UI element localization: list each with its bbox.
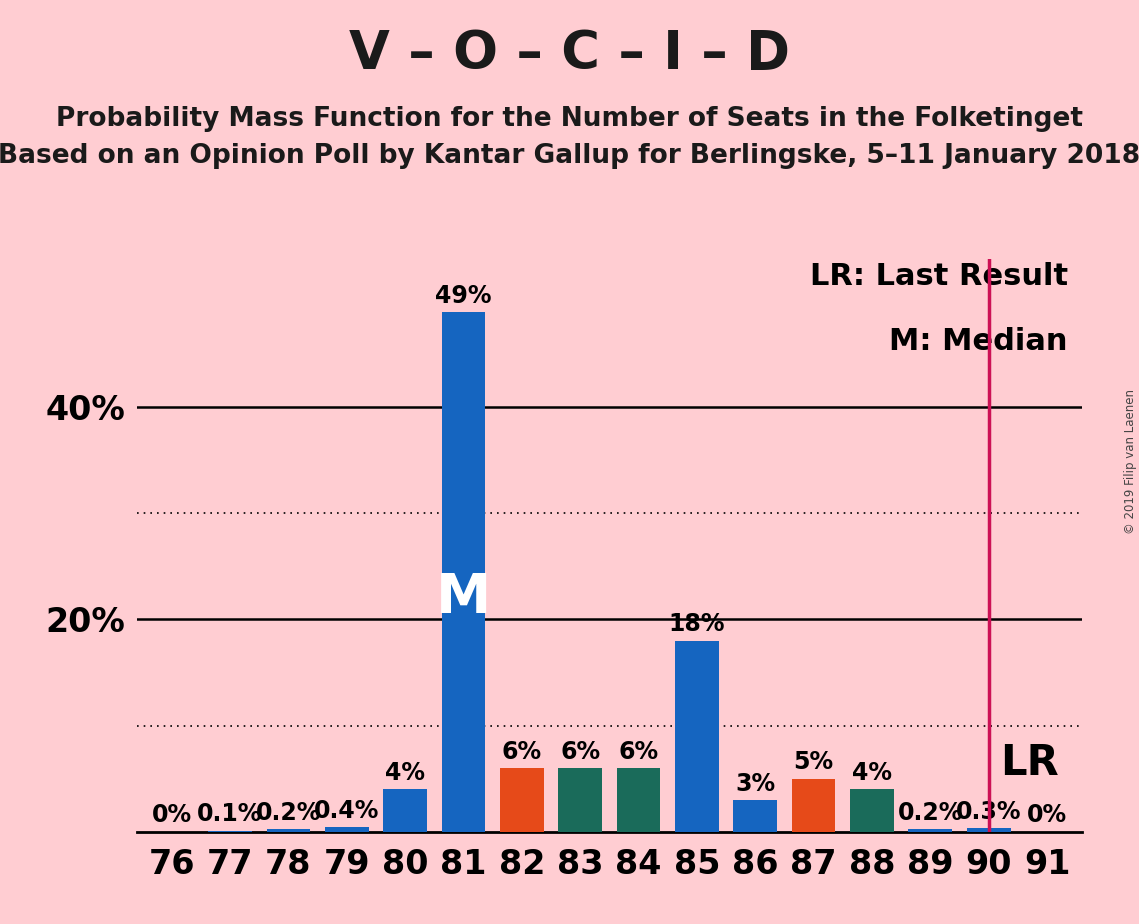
Text: V – O – C – I – D: V – O – C – I – D	[349, 28, 790, 79]
Bar	[325, 827, 369, 832]
Bar	[442, 311, 485, 832]
Text: 3%: 3%	[735, 772, 776, 796]
Text: 5%: 5%	[794, 750, 834, 774]
Text: 0.2%: 0.2%	[898, 801, 962, 825]
Text: 0.3%: 0.3%	[956, 800, 1022, 824]
Text: 0.4%: 0.4%	[314, 799, 379, 823]
Text: 0%: 0%	[1027, 803, 1067, 827]
Text: M: Median: M: Median	[890, 327, 1068, 357]
Text: M: M	[436, 571, 491, 625]
Text: 0.1%: 0.1%	[197, 802, 263, 826]
Bar	[383, 789, 427, 832]
Text: © 2019 Filip van Laenen: © 2019 Filip van Laenen	[1124, 390, 1137, 534]
Text: LR: Last Result: LR: Last Result	[810, 261, 1068, 290]
Text: Based on an Opinion Poll by Kantar Gallup for Berlingske, 5–11 January 2018: Based on an Opinion Poll by Kantar Gallu…	[0, 143, 1139, 169]
Bar	[967, 829, 1010, 832]
Bar	[558, 768, 603, 832]
Bar	[792, 779, 836, 832]
Text: 0.2%: 0.2%	[256, 801, 321, 825]
Text: Probability Mass Function for the Number of Seats in the Folketinget: Probability Mass Function for the Number…	[56, 106, 1083, 132]
Bar	[675, 640, 719, 832]
Text: 0%: 0%	[151, 803, 191, 827]
Bar	[850, 789, 894, 832]
Bar	[500, 768, 543, 832]
Text: 49%: 49%	[435, 284, 492, 308]
Text: 18%: 18%	[669, 613, 726, 637]
Bar	[734, 800, 777, 832]
Text: LR: LR	[1000, 742, 1059, 784]
Bar	[267, 830, 310, 832]
Text: 6%: 6%	[618, 740, 658, 764]
Text: 6%: 6%	[502, 740, 542, 764]
Bar	[616, 768, 661, 832]
Bar	[208, 831, 252, 832]
Text: 4%: 4%	[852, 761, 892, 784]
Text: 4%: 4%	[385, 761, 425, 784]
Bar	[909, 830, 952, 832]
Text: 6%: 6%	[560, 740, 600, 764]
